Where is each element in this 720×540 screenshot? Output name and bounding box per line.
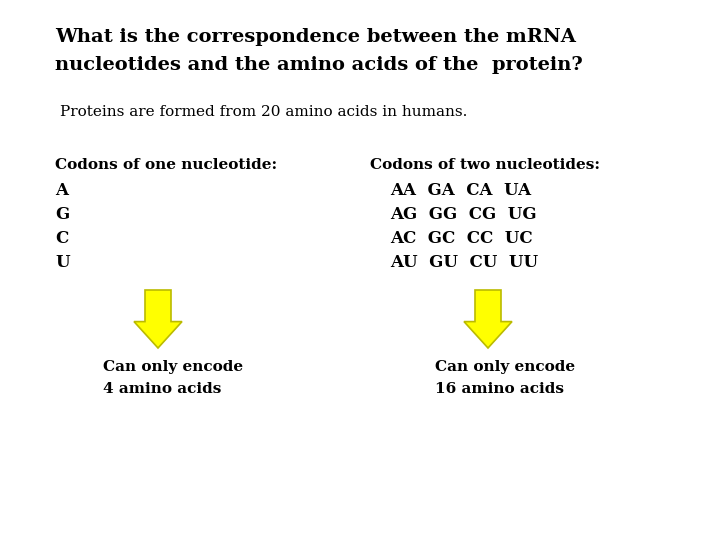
- Polygon shape: [134, 290, 182, 348]
- Text: U: U: [55, 254, 70, 271]
- Text: Codons of one nucleotide:: Codons of one nucleotide:: [55, 158, 277, 172]
- Polygon shape: [464, 290, 512, 348]
- Text: nucleotides and the amino acids of the  protein?: nucleotides and the amino acids of the p…: [55, 56, 582, 74]
- Text: Codons of two nucleotides:: Codons of two nucleotides:: [370, 158, 600, 172]
- Text: Can only encode: Can only encode: [435, 360, 575, 374]
- Text: 4 amino acids: 4 amino acids: [103, 382, 221, 396]
- Text: AC  GC  CC  UC: AC GC CC UC: [390, 230, 533, 247]
- Text: AA  GA  CA  UA: AA GA CA UA: [390, 182, 531, 199]
- Text: G: G: [55, 206, 69, 223]
- Text: What is the correspondence between the mRNA: What is the correspondence between the m…: [55, 28, 576, 46]
- Text: AU  GU  CU  UU: AU GU CU UU: [390, 254, 538, 271]
- Text: A: A: [55, 182, 68, 199]
- Text: C: C: [55, 230, 68, 247]
- Text: Can only encode: Can only encode: [103, 360, 243, 374]
- Text: 16 amino acids: 16 amino acids: [435, 382, 564, 396]
- Text: Proteins are formed from 20 amino acids in humans.: Proteins are formed from 20 amino acids …: [60, 105, 467, 119]
- Text: AG  GG  CG  UG: AG GG CG UG: [390, 206, 536, 223]
